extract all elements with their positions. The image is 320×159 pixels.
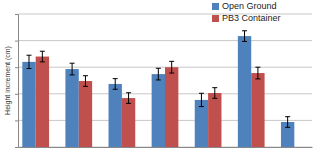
bar — [122, 98, 135, 147]
bar — [165, 67, 178, 147]
error-cap — [26, 55, 31, 56]
error-cap — [83, 86, 88, 87]
y-axis-title: Height increment (cm) — [4, 46, 12, 115]
error-cap — [156, 79, 161, 80]
error-cap — [113, 89, 118, 90]
bar — [195, 100, 208, 147]
error-line — [28, 55, 29, 68]
tick — [15, 94, 18, 95]
error-bar — [199, 93, 204, 106]
bar — [22, 62, 35, 147]
error-bar — [126, 93, 131, 104]
grid — [18, 14, 312, 147]
error-bar — [156, 68, 161, 80]
tick — [15, 14, 18, 15]
legend-label: Open Ground — [222, 1, 277, 11]
error-cap — [242, 30, 247, 31]
axis-line — [19, 147, 313, 148]
tick-mark — [15, 120, 18, 121]
error-cap — [26, 68, 31, 69]
tick — [15, 41, 18, 42]
tick-mark — [15, 14, 18, 15]
error-bar — [212, 88, 217, 99]
tick-mark — [15, 41, 18, 42]
error-line — [257, 67, 258, 79]
legend-swatch — [212, 3, 219, 10]
error-cap — [285, 116, 290, 117]
error-line — [72, 63, 73, 75]
error-cap — [199, 93, 204, 94]
error-cap — [255, 67, 260, 68]
tick — [15, 147, 18, 148]
error-cap — [212, 87, 217, 88]
error-line — [115, 79, 116, 90]
error-cap — [126, 103, 131, 104]
tick-mark — [15, 94, 18, 95]
error-bar — [40, 51, 45, 62]
error-cap — [212, 98, 217, 99]
grid-line — [18, 40, 312, 41]
error-cap — [169, 61, 174, 62]
bar — [238, 36, 251, 147]
error-cap — [126, 92, 131, 93]
error-cap — [285, 127, 290, 128]
bar — [65, 69, 78, 147]
bars — [22, 31, 294, 147]
bar — [208, 93, 221, 147]
error-line — [85, 76, 86, 87]
bar — [36, 57, 49, 147]
axis-line — [15, 15, 19, 148]
error-bar — [242, 31, 247, 42]
legend-item: PB3 Container — [212, 13, 281, 23]
error-cap — [70, 63, 75, 64]
error-bar — [169, 61, 174, 73]
error-bar — [113, 79, 118, 90]
error-cap — [83, 75, 88, 76]
bar — [109, 84, 122, 147]
error-line — [171, 61, 172, 73]
error-cap — [156, 68, 161, 69]
error-cap — [169, 73, 174, 74]
chart: Height increment (cm) Open Ground PB3 Cont… — [0, 0, 320, 159]
error-bar — [70, 63, 75, 75]
tick — [15, 67, 18, 68]
tick — [15, 120, 18, 121]
error-bar — [26, 55, 31, 68]
error-line — [158, 68, 159, 80]
legend-swatch — [212, 15, 219, 22]
bar — [152, 74, 165, 147]
error-line — [128, 93, 129, 104]
error-line — [287, 117, 288, 128]
error-bar — [83, 76, 88, 87]
error-cap — [242, 41, 247, 42]
error-bar — [255, 67, 260, 79]
error-cap — [199, 106, 204, 107]
error-cap — [255, 78, 260, 79]
legend-item: Open Ground — [212, 1, 277, 11]
error-line — [244, 31, 245, 42]
error-line — [214, 88, 215, 99]
error-cap — [113, 78, 118, 79]
tick-mark — [15, 67, 18, 68]
error-cap — [40, 51, 45, 52]
legend-label: PB3 Container — [222, 13, 281, 23]
y-axis — [15, 15, 19, 148]
bar — [251, 73, 264, 147]
error-cap — [40, 61, 45, 62]
error-line — [42, 51, 43, 62]
legend: Open Ground PB3 Container — [212, 1, 281, 23]
error-line — [201, 93, 202, 106]
tick-mark — [15, 147, 18, 148]
bar — [79, 81, 92, 147]
x-axis — [19, 147, 313, 149]
error-bar — [285, 117, 290, 128]
error-cap — [70, 74, 75, 75]
